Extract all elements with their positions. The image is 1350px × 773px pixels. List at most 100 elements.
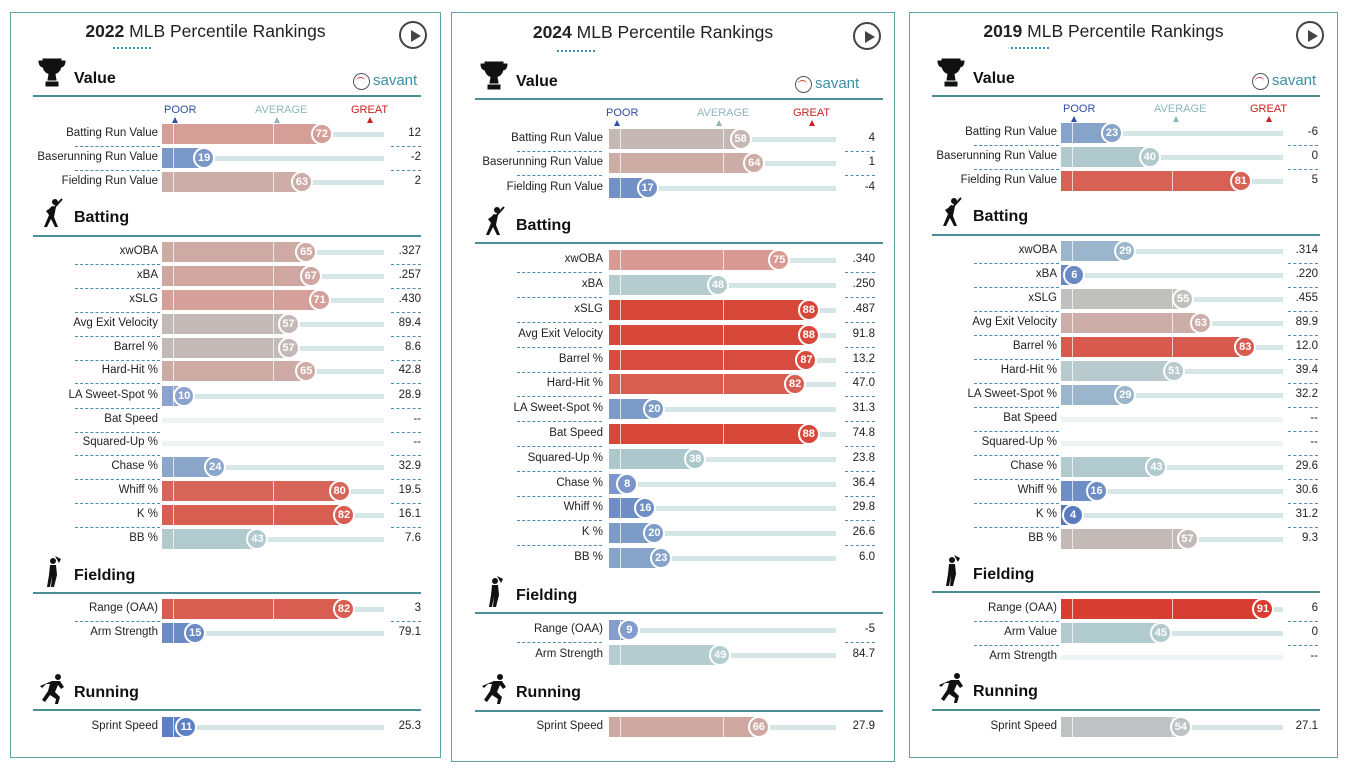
row-separator-value	[1288, 311, 1318, 312]
percentile-badge: 24	[204, 456, 227, 478]
bar-gridline	[1072, 171, 1074, 191]
play-button[interactable]	[853, 22, 881, 50]
metric-bar	[1061, 385, 1126, 405]
metric-bar	[609, 424, 809, 444]
percentile-badge: 55	[1172, 288, 1195, 310]
percentile-badge: 88	[797, 324, 820, 346]
metric-value: .340	[852, 253, 875, 265]
metric-bar	[162, 172, 302, 192]
legend-great-marker	[367, 117, 373, 123]
bar-gridline	[1072, 623, 1074, 643]
row-separator	[517, 347, 602, 348]
metric-value: .257	[398, 269, 421, 281]
row-separator	[974, 621, 1059, 622]
row-separator-value	[391, 432, 421, 433]
metric-value: -5	[864, 623, 875, 635]
percentile-badge: 57	[277, 313, 300, 335]
row-separator-value	[391, 408, 421, 409]
bar-gridline	[1072, 717, 1074, 737]
metric-value: 89.4	[398, 317, 421, 329]
metric-value: .250	[852, 278, 875, 290]
row-separator	[974, 169, 1059, 170]
bar-gridline	[1072, 457, 1074, 477]
section-title-fielding: Fielding	[973, 566, 1035, 583]
play-button[interactable]	[399, 21, 427, 49]
bar-gridline	[1072, 529, 1074, 549]
row-separator	[75, 408, 160, 409]
row-separator	[75, 264, 160, 265]
metric-bar	[609, 548, 662, 568]
metric-label: K %	[136, 508, 158, 520]
metric-value: --	[1310, 436, 1318, 448]
row-separator-value	[845, 175, 875, 176]
row-separator-value	[391, 383, 421, 384]
metric-bar	[609, 250, 780, 270]
legend-average-marker	[274, 117, 280, 123]
metric-value: -6	[1307, 126, 1318, 138]
metric-label: Fielding Run Value	[61, 175, 158, 187]
metric-value: 12	[408, 127, 421, 139]
metric-value: 1	[868, 156, 875, 168]
bar-gridline	[722, 424, 724, 444]
row-separator-value	[1288, 407, 1318, 408]
metric-track	[1061, 441, 1283, 446]
percentile-badge: 45	[1149, 622, 1172, 644]
legend-great: GREAT	[793, 107, 830, 126]
section-value-icon	[480, 61, 510, 100]
metric-label: Barrel %	[558, 353, 603, 365]
section-title-batting: Batting	[973, 208, 1029, 225]
metric-label: Range (OAA)	[88, 602, 158, 614]
section-batting-icon	[38, 197, 68, 236]
metric-track	[1061, 417, 1283, 422]
metric-label: Bat Speed	[104, 413, 158, 425]
metric-value: 91.8	[852, 328, 875, 340]
section-title-value: Value	[74, 70, 116, 87]
metric-track	[1061, 393, 1283, 398]
bar-gridline	[173, 172, 175, 192]
metric-value: 28.9	[398, 389, 421, 401]
row-separator	[974, 287, 1059, 288]
bar-gridline	[173, 314, 175, 334]
bar-gridline	[1072, 123, 1074, 143]
section-divider	[932, 591, 1320, 593]
legend-poor-label: POOR	[1063, 103, 1096, 115]
percentile-badge: 29	[1114, 240, 1137, 262]
metric-value: 0	[1311, 626, 1318, 638]
metric-value: 32.2	[1295, 388, 1318, 400]
metric-track	[162, 537, 384, 542]
metric-value: 29.8	[852, 501, 875, 513]
row-separator-value	[1288, 145, 1318, 146]
row-separator	[75, 527, 160, 528]
metric-track	[1061, 155, 1283, 160]
metric-label: Baserunning Run Value	[482, 156, 603, 168]
bar-gridline	[620, 374, 622, 394]
percentile-badge: 20	[643, 398, 666, 420]
row-separator	[75, 621, 160, 622]
metric-label: Sprint Speed	[990, 720, 1058, 732]
panel-title-text: MLB Percentile Rankings	[571, 22, 774, 42]
metric-bar	[1061, 361, 1175, 381]
row-separator	[517, 372, 602, 373]
legend-poor-marker	[614, 120, 620, 126]
play-button[interactable]	[1296, 21, 1324, 49]
metric-value: --	[1310, 650, 1318, 662]
legend-poor: POOR	[164, 104, 196, 123]
section-divider	[33, 95, 421, 97]
bar-gridline	[1072, 481, 1074, 501]
metric-value: 2	[414, 175, 421, 187]
legend-average-label: AVERAGE	[1154, 103, 1207, 115]
bar-gridline	[620, 325, 622, 345]
row-separator	[75, 383, 160, 384]
metric-label: Arm Strength	[535, 648, 603, 660]
section-fielding-icon	[480, 575, 510, 614]
metric-bar	[1061, 623, 1161, 643]
metric-bar	[609, 325, 809, 345]
bar-gridline	[273, 266, 274, 286]
metric-label: xSLG	[574, 303, 603, 315]
row-separator	[517, 322, 602, 323]
metric-bar	[162, 124, 322, 144]
legend-great-label: GREAT	[351, 104, 389, 116]
bar-gridline	[273, 172, 274, 192]
bar-gridline	[620, 153, 622, 173]
row-separator-value	[391, 264, 421, 265]
